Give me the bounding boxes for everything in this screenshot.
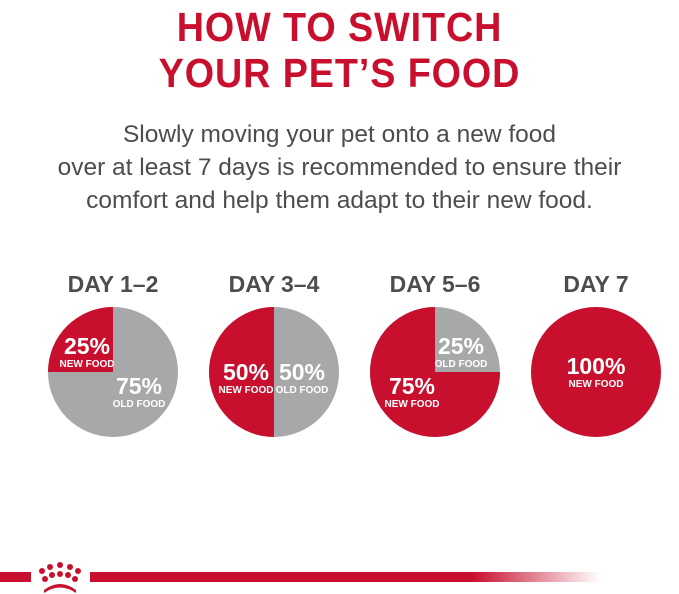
intro-text: Slowly moving your pet onto a new food o… xyxy=(0,118,679,217)
slice-percent: 25% xyxy=(64,333,110,359)
slice-label: NEW FOOD xyxy=(385,399,440,410)
slice-label: OLD FOOD xyxy=(113,399,166,410)
slice-percent: 75% xyxy=(389,373,435,399)
title-line-1: HOW TO SWITCH xyxy=(176,4,503,50)
slice-label: NEW FOOD xyxy=(219,385,274,396)
footer-bar xyxy=(0,562,600,593)
intro-line-2: over at least 7 days is recommended to e… xyxy=(57,154,622,181)
slice-label: OLD FOOD xyxy=(276,385,329,396)
pie-day-4: DAY 7 100%NEW FOOD xyxy=(531,271,661,437)
slice-new-food xyxy=(48,307,113,372)
slice-new-food xyxy=(209,307,274,437)
title-line-2: YOUR PET’S FOOD xyxy=(158,50,521,96)
slice-label: OLD FOOD xyxy=(435,359,488,370)
crown-logo-icon xyxy=(39,562,81,593)
slice-percent: 100% xyxy=(567,353,626,379)
footer-line-right xyxy=(90,572,600,582)
footer-line-left xyxy=(0,572,31,582)
intro-line-1: Slowly moving your pet onto a new food xyxy=(122,121,557,148)
page-title: HOW TO SWITCH YOUR PET’S FOOD xyxy=(27,4,652,96)
slice-percent: 75% xyxy=(116,373,162,399)
slice-percent: 50% xyxy=(223,359,269,385)
slice-new-food xyxy=(370,307,500,437)
slice-percent: 25% xyxy=(438,333,484,359)
pie-title: DAY 3–4 xyxy=(229,271,320,297)
pie-title: DAY 7 xyxy=(563,271,628,297)
pie-title: DAY 5–6 xyxy=(390,271,481,297)
pie-title: DAY 1–2 xyxy=(68,271,159,297)
slice-label: NEW FOOD xyxy=(60,359,115,370)
slice-new-food xyxy=(531,307,661,437)
intro-line-3: comfort and help them adapt to their new… xyxy=(86,187,593,214)
slice-percent: 50% xyxy=(279,359,325,385)
pie-day-3: DAY 5–6 75%NEW FOOD 25%OLD FOOD xyxy=(370,271,500,437)
slice-label: NEW FOOD xyxy=(569,379,624,390)
